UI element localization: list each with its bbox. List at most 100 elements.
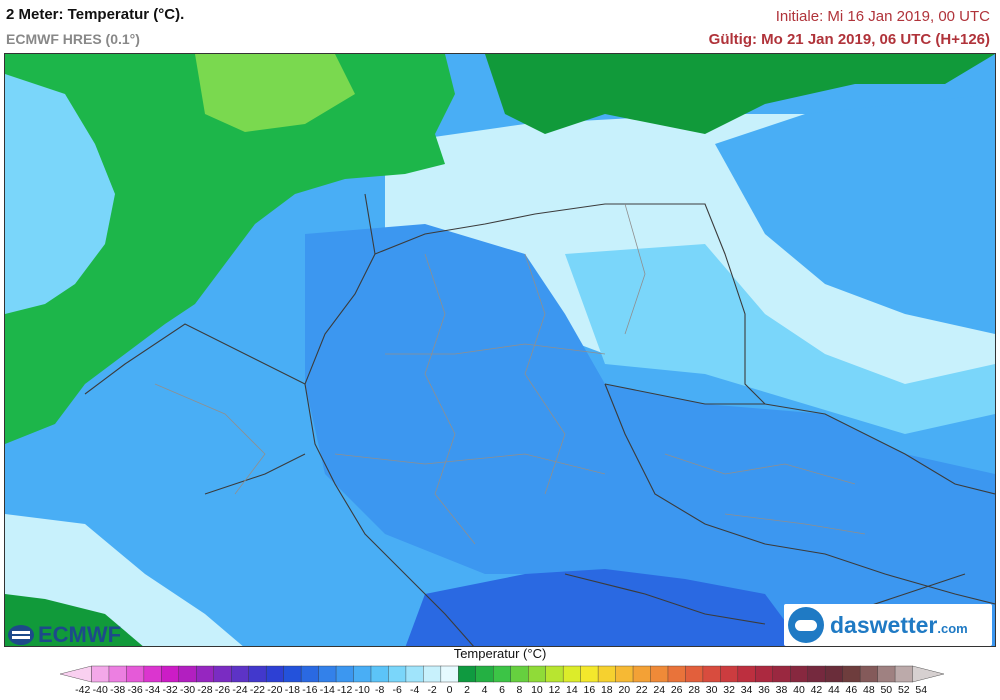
daswetter-wordmark: daswetter.com [830,612,968,639]
legend-tick-label: -28 [197,684,213,696]
daswetter-main: daswetter [830,611,938,638]
legend-tick-label: -10 [354,684,370,696]
legend-swatch [458,665,477,683]
legend-tick-label: 48 [863,684,875,696]
legend-swatch [108,665,127,683]
ecmwf-icon [8,625,34,645]
legend-title: Temperatur (°C) [453,646,547,661]
legend-swatch [178,665,197,683]
legend-swatch [790,665,809,683]
legend-swatch [842,665,861,683]
legend-tick-label: -36 [127,684,143,696]
legend-swatch [231,665,250,683]
legend-swatch [126,665,145,683]
legend-swatch [370,665,389,683]
legend-tick-label: 20 [618,684,631,696]
legend-tick-label: 26 [670,684,683,696]
cold-zone-east [715,94,995,334]
legend-swatch [283,665,302,683]
legend-swatch [196,665,215,683]
legend-swatch [300,665,320,683]
legend-swatch [772,665,791,683]
legend-tick-label: 38 [775,684,788,696]
north-sea-warm-patch [195,54,355,132]
legend-swatch [388,665,407,683]
legend-swatch [423,665,442,683]
legend-tick-label: 4 [481,684,488,696]
legend-swatch [685,665,704,683]
legend-swatch [265,665,285,683]
model-subtitle: ECMWF HRES (0.1°) [6,31,140,47]
baltic-sea [485,54,995,134]
temperature-map[interactable] [4,53,996,647]
legend-tick-label: 18 [600,684,613,696]
great-britain [5,74,115,314]
legend-swatch [562,665,582,683]
legend-swatch [894,665,914,683]
legend-tick-label: 28 [688,684,700,696]
ecmwf-wordmark: ECMWF [38,622,122,647]
med-corner-sea [5,594,143,646]
legend-tick-label: 30 [705,684,718,696]
legend-swatch [632,665,651,683]
alps-cold-zone [405,569,804,646]
legend-swatch [824,665,844,683]
legend-swatch [597,665,617,683]
legend-tick-label: -30 [179,684,196,696]
legend-swatch [702,665,721,683]
daswetter-tld: .com [937,620,968,636]
legend-tick-label: -6 [392,684,402,696]
legend-swatch [91,665,110,683]
legend-swatch [353,665,372,683]
legend-swatch [859,665,879,683]
legend-tick-label: -38 [110,684,126,696]
legend-swatch [440,665,459,683]
legend-swatch [912,665,944,683]
legend-tick-label: -40 [92,684,108,696]
country-borders [84,193,995,646]
legend-swatch [667,665,686,683]
light-zone-east [565,244,995,434]
legend-tick-label: -12 [337,684,353,696]
legend-swatch [755,665,774,683]
legend-tick-label: 36 [758,684,770,696]
legend-swatch [510,665,529,683]
legend-tick-label: 40 [793,684,805,696]
legend-tick-label: -4 [409,684,420,696]
legend-tick-label: -32 [162,684,178,696]
legend-tick-label: -26 [214,684,231,696]
legend-tick-label: -16 [302,684,318,696]
legend-swatch [720,665,739,683]
legend-tick-label: -14 [319,684,335,696]
legend-tick-label: 16 [583,684,596,696]
legend-tick-label: -42 [75,684,91,696]
legend-tick-label: -18 [284,684,300,696]
map-title: 2 Meter: Temperatur (°C). [6,6,185,23]
legend-tick-label: 52 [897,684,910,696]
legend-swatch [405,665,424,683]
legend-tick-label: -22 [249,684,266,696]
legend-tick-label: 34 [740,684,753,696]
legend-swatch [807,665,826,683]
legend-tick-label: 10 [531,684,543,696]
valid-time: Gültig: Mo 21 Jan 2019, 06 UTC (H+126) [708,31,990,48]
map-canvas [5,54,995,646]
legend-swatch [545,665,564,683]
legend-tick-label: 32 [723,684,735,696]
legend-swatch [650,665,669,683]
legend-swatch [528,665,547,683]
legend-swatch [737,665,756,683]
legend-tick-label: 6 [499,684,505,696]
legend-swatch [580,665,599,683]
legend-tick-label: 42 [810,684,823,696]
legend-tick-label: 44 [828,684,840,696]
north-sea [5,54,455,444]
legend-swatch [248,665,267,683]
legend-tick-label: -24 [232,684,248,696]
legend-tick-label: -8 [375,684,385,696]
legend-swatch [60,665,92,683]
legend-tick-label: 24 [653,684,666,696]
daswetter-logo[interactable]: daswetter.com [784,604,992,646]
legend-tick-label: -20 [267,684,283,696]
cloud-icon [788,607,824,643]
